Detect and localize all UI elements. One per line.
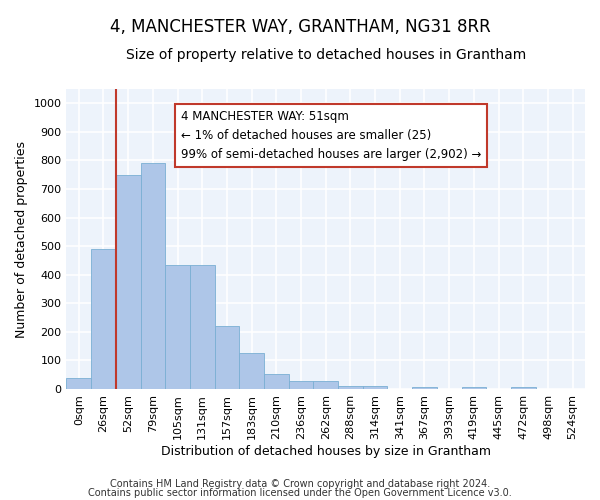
Bar xyxy=(338,386,363,389)
Bar xyxy=(461,387,486,389)
Bar xyxy=(412,386,437,389)
Bar xyxy=(313,381,338,389)
Bar xyxy=(511,387,536,389)
Bar xyxy=(116,174,140,389)
X-axis label: Distribution of detached houses by size in Grantham: Distribution of detached houses by size … xyxy=(161,444,491,458)
Bar xyxy=(67,378,91,389)
Text: 4 MANCHESTER WAY: 51sqm
← 1% of detached houses are smaller (25)
99% of semi-det: 4 MANCHESTER WAY: 51sqm ← 1% of detached… xyxy=(181,110,481,161)
Bar xyxy=(289,381,313,389)
Bar xyxy=(363,386,388,389)
Bar xyxy=(239,354,264,389)
Bar xyxy=(190,264,215,389)
Y-axis label: Number of detached properties: Number of detached properties xyxy=(15,140,28,338)
Text: Contains HM Land Registry data © Crown copyright and database right 2024.: Contains HM Land Registry data © Crown c… xyxy=(110,479,490,489)
Bar xyxy=(165,264,190,389)
Text: Contains public sector information licensed under the Open Government Licence v3: Contains public sector information licen… xyxy=(88,488,512,498)
Bar xyxy=(91,249,116,389)
Bar xyxy=(215,326,239,389)
Bar xyxy=(140,164,165,389)
Bar xyxy=(264,374,289,389)
Text: 4, MANCHESTER WAY, GRANTHAM, NG31 8RR: 4, MANCHESTER WAY, GRANTHAM, NG31 8RR xyxy=(110,18,490,36)
Title: Size of property relative to detached houses in Grantham: Size of property relative to detached ho… xyxy=(125,48,526,62)
